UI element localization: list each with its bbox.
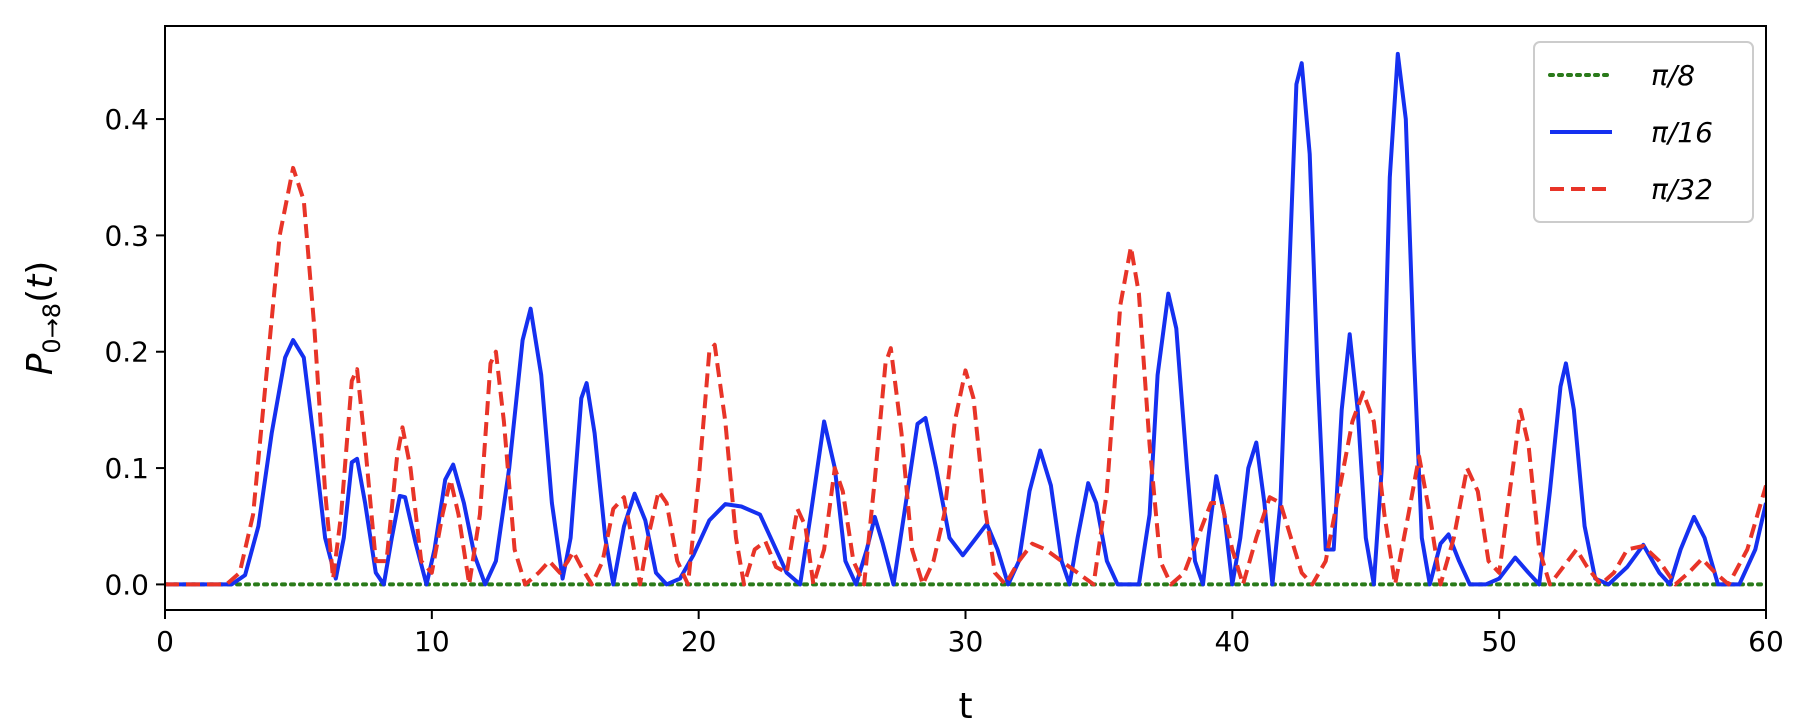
y-axis-label: P0→8(t) <box>20 261 66 376</box>
y-tick-label: 0.4 <box>104 103 149 136</box>
y-tick-label: 0.3 <box>104 219 149 252</box>
y-axis-label-var: t <box>20 273 61 289</box>
x-tick-label: 60 <box>1748 625 1784 658</box>
series-line-2 <box>165 165 1766 587</box>
y-tick-label: 0.2 <box>104 336 149 369</box>
legend-label: π/32 <box>1651 173 1713 206</box>
x-tick-label: 20 <box>681 625 717 658</box>
y-axis: 0.0 0.1 0.2 0.3 0.4 <box>104 103 165 601</box>
y-tick-label: 0.0 <box>104 568 149 601</box>
y-axis-label-main: P <box>20 353 61 375</box>
legend-label: π/16 <box>1651 116 1713 149</box>
legend-item: π/32 <box>1550 173 1713 206</box>
series-line-1 <box>165 51 1766 587</box>
x-tick-label: 10 <box>414 625 450 658</box>
series-layer <box>165 51 1766 587</box>
y-axis-label-subscript: 0→8 <box>38 303 66 354</box>
x-tick-label: 40 <box>1215 625 1251 658</box>
legend-label: π/8 <box>1651 59 1695 92</box>
x-tick-label: 50 <box>1481 625 1517 658</box>
y-axis-label-open: ( <box>20 289 61 303</box>
legend: π/8 π/16 π/32 <box>1533 41 1754 223</box>
x-tick-label: 30 <box>948 625 984 658</box>
y-tick-label: 0.1 <box>104 452 149 485</box>
legend-box <box>1533 41 1754 223</box>
y-axis-label-close: ) <box>20 261 61 275</box>
plot-frame <box>164 25 1767 611</box>
legend-item: π/8 <box>1548 59 1695 92</box>
x-tick-label: 0 <box>156 625 174 658</box>
legend-item: π/16 <box>1550 116 1713 149</box>
x-axis: 0 10 20 30 40 50 60 <box>156 610 1784 658</box>
x-axis-label: t <box>958 686 972 727</box>
